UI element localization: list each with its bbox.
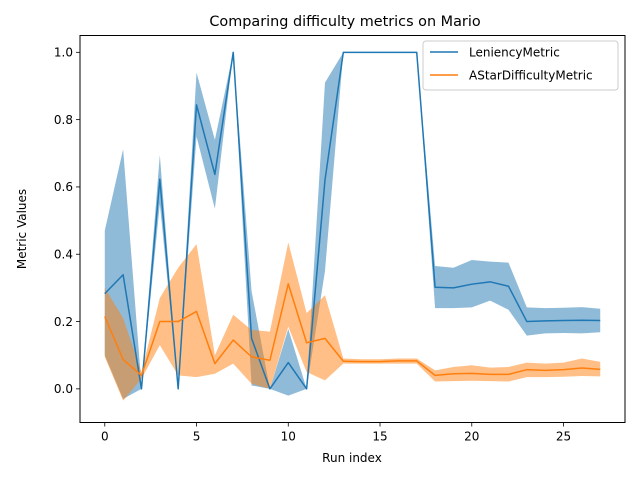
x-tick-label: 10 xyxy=(281,430,296,444)
y-tick-label: 0.2 xyxy=(54,315,73,329)
x-tick-label: 15 xyxy=(372,430,387,444)
band-astar xyxy=(104,242,601,401)
legend-label-astar: AStarDifficultyMetric xyxy=(469,69,593,83)
series-line-leniency xyxy=(104,51,601,390)
x-axis-label: Run index xyxy=(322,451,382,465)
x-tick-label: 25 xyxy=(556,430,571,444)
y-tick-label: 0.8 xyxy=(54,113,73,127)
legend: LeniencyMetric AStarDifficultyMetric xyxy=(422,40,619,91)
x-tick-label: 20 xyxy=(464,430,479,444)
y-tick-label: 0.4 xyxy=(54,248,73,262)
y-tick-label: 0.0 xyxy=(54,382,73,396)
x-tick-label: 5 xyxy=(193,430,201,444)
plot-area xyxy=(79,35,626,423)
legend-box xyxy=(422,40,619,91)
y-axis-ticks: 0.0 0.2 0.4 0.6 0.8 1.0 xyxy=(54,46,80,396)
series-line-astar xyxy=(104,283,601,377)
axes-frame xyxy=(79,35,626,423)
x-tick-label: 0 xyxy=(101,430,109,444)
y-axis-label: Metric Values xyxy=(15,189,29,269)
y-tick-label: 0.6 xyxy=(54,180,73,194)
confidence-bands xyxy=(104,52,601,401)
chart-title: Comparing difficulty metrics on Mario xyxy=(209,14,480,30)
y-tick-label: 1.0 xyxy=(54,46,73,60)
series-lines xyxy=(104,51,601,390)
x-axis-ticks: 0 5 10 15 20 25 xyxy=(101,422,571,444)
legend-label-leniency: LeniencyMetric xyxy=(469,46,560,60)
